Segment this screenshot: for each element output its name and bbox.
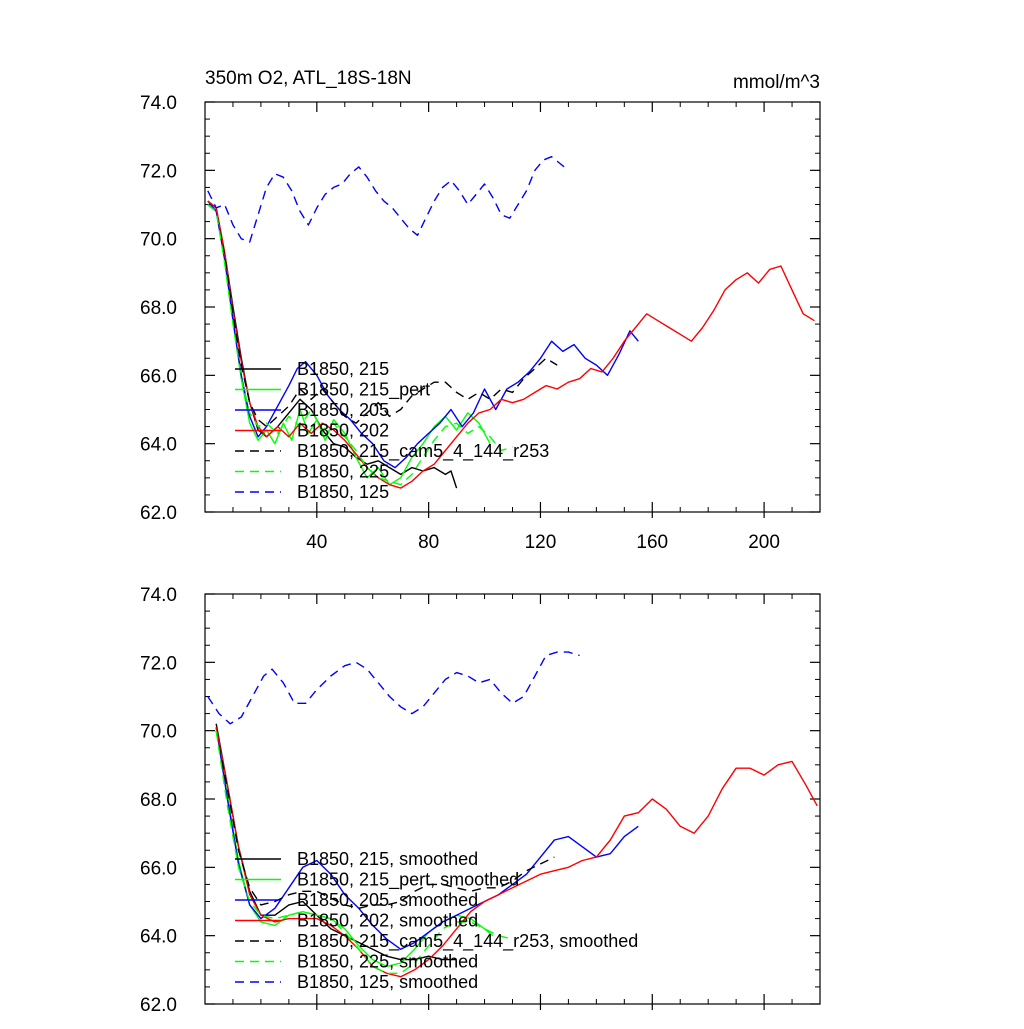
series-line-4 [207, 200, 815, 489]
legend-label-4: B1850, 202, smoothed [297, 911, 478, 931]
series-line-5 [215, 730, 555, 909]
y-tick-label: 62.0 [140, 503, 177, 524]
series-line-3 [215, 727, 639, 950]
x-tick-label: 80 [418, 532, 439, 553]
x-tick-label: 200 [748, 532, 780, 553]
y-tick-label: 70.0 [140, 722, 177, 743]
series-line-5 [207, 203, 558, 428]
legend-label-6: B1850, 225 [297, 462, 389, 482]
x-tick-label: 160 [636, 532, 668, 553]
chart-panel-2: 62.0 64.0 66.0 68.0 70.0 72.0 74.0 B1850, 215, … [140, 585, 821, 1016]
series-line-7 [207, 156, 569, 243]
legend-label-7: B1850, 125 [297, 482, 389, 502]
y-tick-label: 66.0 [140, 366, 177, 387]
legend-label-6: B1850, 225, smoothed [297, 952, 478, 972]
legend-label-7: B1850, 125, smoothed [297, 972, 478, 992]
x-tick-label: 120 [525, 532, 557, 553]
series-line-1 [215, 723, 457, 961]
y-tick-label: 66.0 [140, 858, 177, 879]
legend-label-2: B1850, 215_pert, smoothed [297, 870, 519, 891]
legend-label-2: B1850, 215_pert [297, 380, 430, 401]
y-tick-label: 72.0 [140, 653, 177, 674]
y-tick-label: 68.0 [140, 790, 177, 811]
y-tick-label: 68.0 [140, 298, 177, 319]
legend-label-1: B1850, 215 [297, 359, 389, 379]
series-line-6 [207, 203, 513, 486]
legend-label-1: B1850, 215, smoothed [297, 849, 478, 869]
y-tick-label: 74.0 [140, 93, 177, 114]
series-line-2 [207, 200, 491, 486]
y-tick-label: 72.0 [140, 161, 177, 182]
series-line-4 [215, 727, 818, 978]
y-tick-label: 64.0 [140, 927, 177, 948]
chart-title: 350m O2, ATL_18S-18N [205, 68, 412, 89]
legend-label-3: B1850, 205 [297, 400, 389, 420]
series-line-7 [207, 651, 580, 725]
legend-label-4: B1850, 202 [297, 421, 389, 441]
chart-panel-1: 40 80 120 160 200 62.0 64.0 66.0 68.0 70.0 72.0 74.… [140, 68, 821, 553]
x-tick-label: 40 [306, 532, 327, 553]
y-tick-label: 62.0 [140, 995, 177, 1016]
y-tick-label: 74.0 [140, 585, 177, 606]
units-label: mmol/m^3 [733, 72, 820, 93]
legend-label-5: B1850, 215_cam5_4_144_r253, smoothed [297, 931, 638, 952]
legend-label-5: B1850, 215_cam5_4_144_r253 [297, 441, 549, 462]
y-tick-label: 70.0 [140, 230, 177, 251]
y-tick-label: 64.0 [140, 435, 177, 456]
series-line-3 [207, 200, 639, 469]
legend-label-3: B1850, 205, smoothed [297, 890, 478, 910]
series-line-6 [215, 730, 513, 974]
